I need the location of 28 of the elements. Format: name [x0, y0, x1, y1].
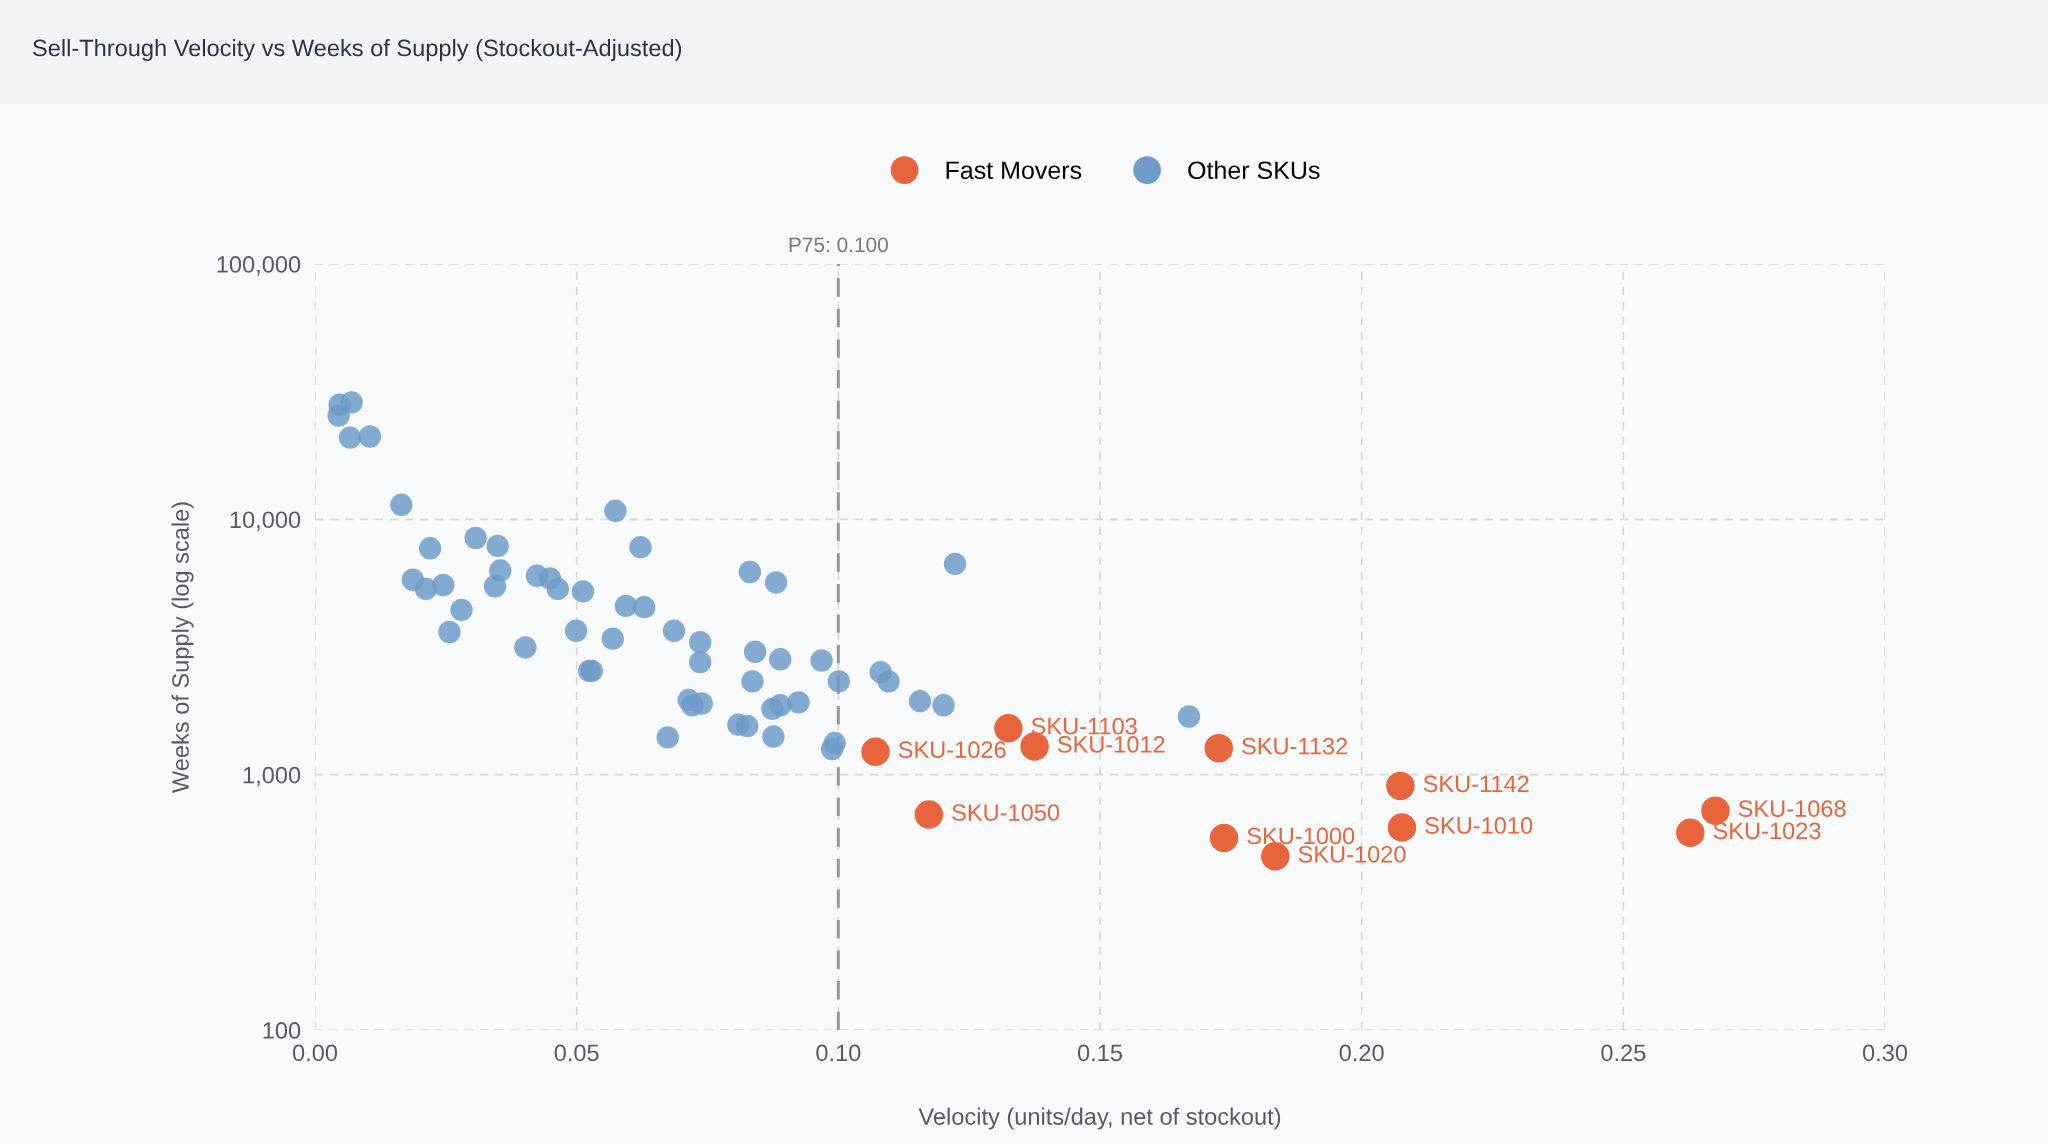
chart-title: Sell-Through Velocity vs Weeks of Supply (Stockout-Adjusted) — [33, 39, 682, 62]
annotation: SKU-1132 — [1242, 737, 1348, 755]
x-tick-label: 0.10 — [816, 1044, 861, 1062]
annotation: SKU-1010 — [1425, 817, 1533, 834]
x-tick-label: 0.15 — [1077, 1044, 1122, 1062]
annotation: SKU-1026 — [898, 741, 1006, 759]
y-tick-label: 100 — [263, 1022, 301, 1039]
y-tick-label: 10,000 — [230, 511, 301, 531]
annotation: SKU-1000 — [1247, 827, 1355, 845]
x-tick-label: 0.30 — [1862, 1044, 1908, 1062]
y-axis-title: Weeks of Supply (log scale) — [171, 502, 194, 793]
y-tick-label: 1,000 — [243, 766, 301, 787]
annotation: SKU-1020 — [1298, 845, 1406, 863]
x-tick-label: 0.05 — [554, 1044, 599, 1062]
x-tick-label: 0.20 — [1339, 1044, 1384, 1062]
x-tick-label: 0.00 — [292, 1044, 338, 1062]
legend-label: Other SKUs — [1188, 160, 1320, 180]
annotation: SKU-1050 — [952, 804, 1060, 821]
y-tick-label: 100,000 — [217, 256, 301, 276]
annotation: SKU-1023 — [1713, 822, 1821, 840]
x-axis-title: Velocity (units/day, net of stockout) — [918, 1107, 1281, 1130]
annotation: SKU-1103 — [1031, 717, 1137, 735]
annotation: SKU-1012 — [1057, 736, 1165, 753]
legend-label: Fast Movers — [946, 161, 1082, 180]
ref-line-label: P75: 0.100 — [789, 237, 888, 253]
annotation: SKU-1068 — [1738, 800, 1846, 817]
x-tick-label: 0.25 — [1601, 1044, 1646, 1062]
annotation: SKU-1142 — [1423, 775, 1529, 793]
